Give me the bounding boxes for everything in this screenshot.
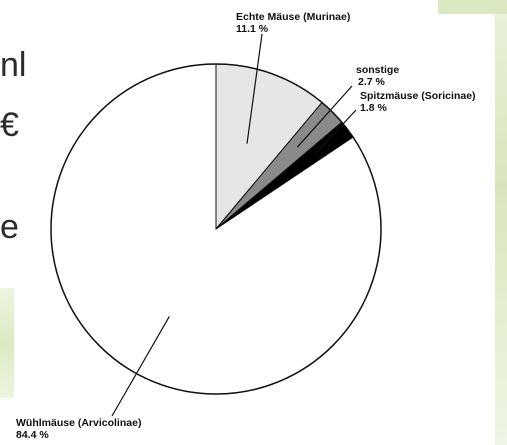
slice-value-sonstige: 2.7 %: [358, 76, 386, 88]
slice-label-arvicolinae: Wühlmäuse (Arvicolinae): [16, 417, 141, 429]
slice-label-sonstige: sonstige: [356, 64, 399, 76]
slice-value-soricinae: 1.8 %: [360, 102, 388, 114]
slide-text-fragment: e: [0, 208, 19, 246]
slice-value-arvicolinae: 84.4 %: [16, 429, 49, 441]
leader-line-3: [111, 316, 170, 417]
leader-lines: [111, 33, 357, 417]
slide-text-fragment: €: [0, 106, 19, 144]
slice-value-murinae: 11.1 %: [236, 23, 269, 35]
pie-outline: [50, 63, 382, 395]
leader-line-2: [314, 109, 357, 155]
pie-slices: [50, 63, 382, 395]
slice-label-soricinae: Spitzmäuse (Soricinae): [360, 90, 476, 102]
slice-label-murinae: Echte Mäuse (Murinae): [236, 11, 350, 23]
background-edge-left: [0, 288, 14, 398]
leader-line-1: [296, 85, 353, 148]
slide-text-fragment: nl: [0, 46, 27, 84]
leader-line-0: [246, 33, 263, 144]
background-edge-right: [495, 14, 507, 445]
background-edge-top-right: [438, 0, 507, 14]
